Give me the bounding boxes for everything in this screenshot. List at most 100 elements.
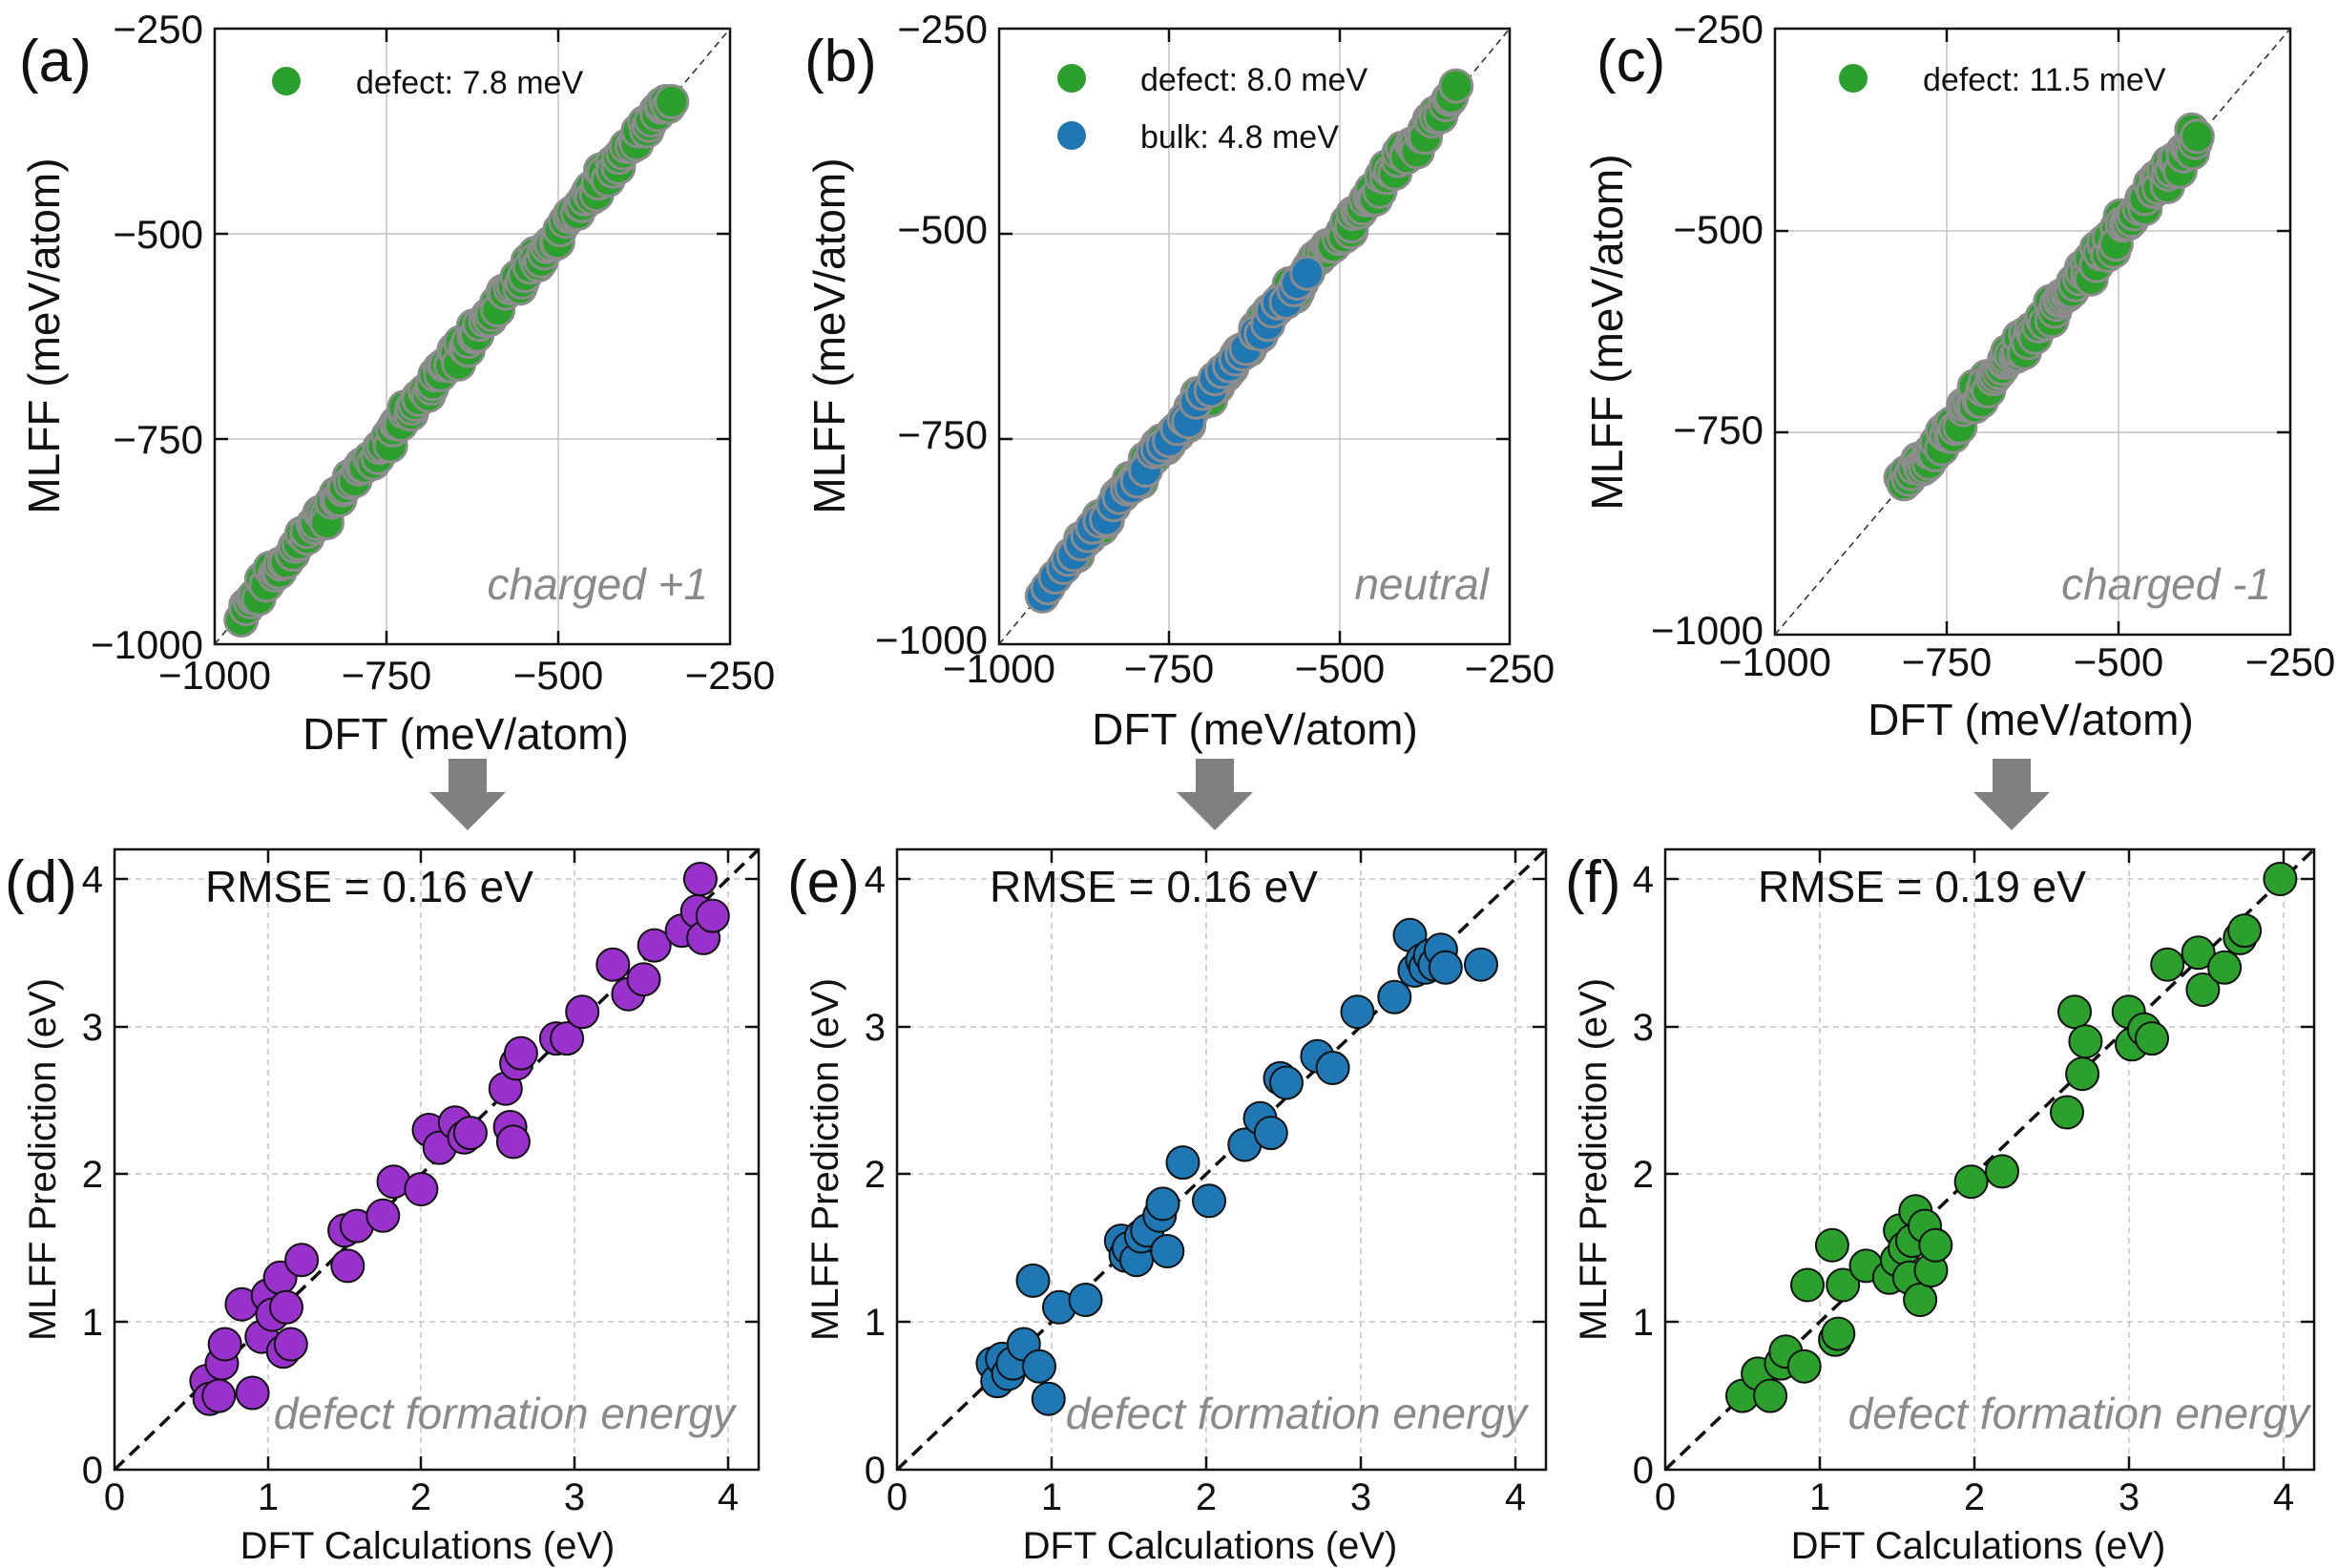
- data-point-defect-formation-energy: [695, 898, 730, 933]
- data-point-defect-formation-energy: [2057, 994, 2092, 1030]
- data-point-defect-formation-energy: [2068, 1024, 2103, 1059]
- ytick-label: −1000: [91, 622, 203, 667]
- xtick-labels-b: −1000 −750 −500 −250: [943, 646, 1555, 691]
- xtick-label: −250: [1465, 646, 1555, 691]
- data-point-defect-formation-energy: [1826, 1267, 1861, 1303]
- y-axis-label-a: MLFF (meV/atom): [19, 157, 69, 513]
- xtick-label: 4: [718, 1476, 739, 1518]
- xtick-label: −750: [342, 653, 432, 698]
- data-point-defect-formation-energy: [1985, 1154, 2019, 1189]
- legend-label-bulk: bulk: 4.8 meV: [1140, 119, 1339, 156]
- grid-c: [1775, 29, 2290, 635]
- data-point-defect-formation-energy: [2150, 947, 2185, 982]
- panel-label-f: (f): [1565, 849, 1621, 915]
- data-point-defect-formation-energy: [365, 1198, 401, 1233]
- data-point-defect-formation-energy: [1428, 950, 1463, 985]
- panel-label-d: (d): [5, 849, 77, 915]
- ytick-label: 4: [82, 859, 103, 901]
- xtick-label: 2: [410, 1476, 431, 1518]
- xtick-label: 3: [564, 1476, 585, 1518]
- down-arrow-icon: [1177, 759, 1253, 830]
- data-point-defect-formation-energy: [1031, 1381, 1066, 1416]
- xtick-label: −500: [513, 653, 604, 698]
- legend-marker-defect: [272, 67, 301, 95]
- y-axis-label-d: MLFF Prediction (eV): [22, 978, 64, 1341]
- grid-a: [215, 29, 730, 644]
- xtick-label: −1000: [158, 653, 271, 698]
- data-point-defect-formation-energy: [550, 1021, 585, 1056]
- data-point-defect: [654, 84, 690, 119]
- grid-d: [115, 849, 759, 1470]
- ytick-label: −250: [897, 7, 988, 52]
- ytick-labels-b: −1000 −750 −500 −250: [875, 7, 988, 662]
- grid-b: [999, 29, 1510, 644]
- xtick-label: 2: [1196, 1476, 1217, 1518]
- legend-label-defect: defect: 7.8 meV: [356, 65, 583, 101]
- data-point-defect-formation-energy: [2227, 913, 2263, 949]
- y-axis-label-e: MLFF Prediction (eV): [804, 978, 846, 1341]
- annotation-e: defect formation energy: [1066, 1389, 1530, 1438]
- data-point-defect-formation-energy: [1821, 1316, 1856, 1351]
- scatter-points-d: [189, 862, 730, 1416]
- scatter-points-a: [223, 84, 690, 638]
- xtick-labels-a: −1000 −750 −500 −250: [158, 653, 775, 698]
- ticks-b: [999, 29, 1510, 644]
- data-point-defect-formation-energy: [1068, 1283, 1103, 1317]
- annotation-a: charged +1: [488, 559, 708, 609]
- grid-f: [1665, 849, 2314, 1470]
- y-axis-label-c: MLFF (meV/atom): [1582, 154, 1632, 510]
- ytick-label: −750: [897, 412, 988, 457]
- xtick-label: −1000: [943, 646, 1055, 691]
- down-arrow-icon: [1973, 759, 2050, 830]
- x-axis-label-d: DFT Calculations (eV): [240, 1525, 616, 1567]
- plot-frame-a: [213, 27, 732, 646]
- data-point-defect-formation-energy: [1145, 1186, 1180, 1222]
- data-point-defect-formation-energy: [1269, 1065, 1304, 1100]
- data-point-defect-formation-energy: [1786, 1348, 1822, 1384]
- x-axis-label-f: DFT Calculations (eV): [1791, 1525, 2166, 1567]
- xtick-label: 4: [2273, 1476, 2294, 1518]
- ytick-label: 1: [865, 1302, 886, 1344]
- xtick-label: −250: [2245, 639, 2336, 684]
- xtick-label: 1: [258, 1476, 279, 1518]
- data-point-defect-formation-energy: [404, 1172, 439, 1206]
- ytick-label: −1000: [875, 617, 988, 662]
- ytick-labels-c: −1000 −750 −500 −250: [1651, 7, 1764, 653]
- ytick-label: −1000: [1651, 608, 1764, 653]
- xtick-label: 0: [887, 1476, 908, 1518]
- ytick-label: 2: [1633, 1154, 1654, 1196]
- data-point-defect-formation-energy: [503, 1035, 538, 1071]
- data-point-defect-formation-energy: [595, 947, 631, 982]
- panel-f: (f) 0 1 2 3 4 0 1: [1565, 847, 2316, 1567]
- data-point-defect-formation-energy: [1315, 1051, 1350, 1085]
- rmse-label-d: RMSE = 0.16 eV: [205, 862, 533, 911]
- y-axis-label-b: MLFF (meV/atom): [804, 157, 854, 513]
- xtick-label: 2: [1964, 1476, 1985, 1518]
- data-point-defect-formation-energy: [1192, 1183, 1226, 1219]
- panel-label-c: (c): [1597, 29, 1665, 94]
- scatter-points-b: [1024, 68, 1474, 614]
- data-point-defect-formation-energy: [201, 1378, 237, 1413]
- xtick-label: 0: [1655, 1476, 1676, 1518]
- data-point-defect-formation-energy: [2185, 972, 2221, 1007]
- ticks-f: [1665, 849, 2314, 1470]
- ytick-label: −250: [1673, 7, 1764, 52]
- data-point-defect-formation-energy: [1953, 1164, 1989, 1200]
- plot-frame-e: [895, 847, 1548, 1472]
- xtick-label: −500: [1295, 646, 1386, 691]
- x-axis-label-e: DFT Calculations (eV): [1023, 1525, 1398, 1567]
- xtick-label: 3: [1350, 1476, 1371, 1518]
- ticks-c: [1775, 29, 2290, 635]
- annotation-b: neutral: [1354, 559, 1490, 609]
- panel-label-e: (e): [787, 849, 860, 915]
- plot-frame-d: [113, 847, 761, 1472]
- data-point-defect-formation-energy: [1340, 994, 1375, 1030]
- xtick-label: 4: [1505, 1476, 1526, 1518]
- scatter-points-f: [1725, 862, 2298, 1413]
- scatter-points-c: [1883, 112, 2215, 502]
- data-point-defect-formation-energy: [1814, 1227, 1849, 1263]
- legend-label-defect: defect: 11.5 meV: [1923, 62, 2166, 98]
- xtick-label: −1000: [1719, 639, 1831, 684]
- plot-frame-c: [1773, 27, 2292, 637]
- legend-a: defect: 7.8 meV: [272, 65, 583, 101]
